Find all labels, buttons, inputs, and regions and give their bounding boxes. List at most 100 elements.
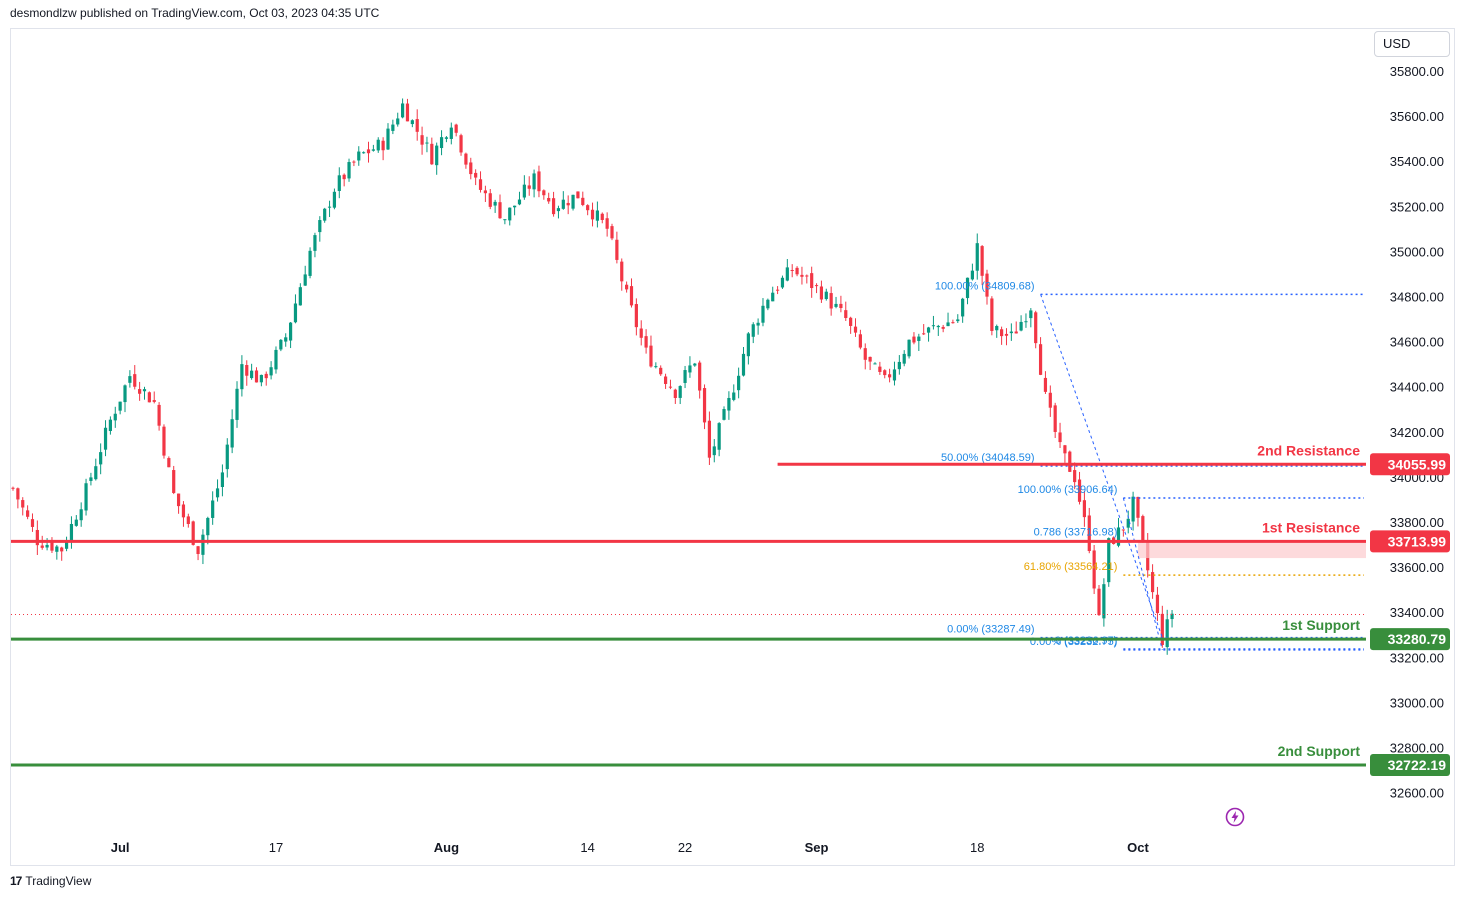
- candle-body: [16, 488, 20, 500]
- price-badge-label: 33280.79: [1388, 631, 1447, 647]
- candle-body: [756, 322, 760, 326]
- price-badge-label: 32722.19: [1388, 757, 1447, 773]
- candle-body: [230, 419, 234, 448]
- candle-body: [902, 353, 906, 364]
- candle-body: [941, 326, 945, 329]
- candle-body: [1136, 496, 1140, 518]
- candle-body: [649, 345, 653, 367]
- candle-body: [513, 205, 517, 208]
- candle-body: [819, 286, 824, 300]
- candle-body: [620, 261, 624, 282]
- candle-body: [40, 545, 44, 548]
- candle-body: [1126, 518, 1130, 528]
- candle-body: [1004, 333, 1009, 336]
- candle-body: [1150, 572, 1155, 593]
- candle-body: [834, 303, 838, 307]
- y-tick-label: 34200.00: [1390, 425, 1444, 440]
- candle-body: [371, 149, 375, 151]
- candle-body: [931, 325, 936, 327]
- candle-body: [493, 201, 497, 206]
- candle-body: [167, 458, 171, 468]
- candle-body: [191, 521, 195, 545]
- candle-body: [474, 172, 478, 178]
- candle-body: [1077, 479, 1082, 502]
- currency-button[interactable]: USD: [1374, 31, 1450, 57]
- candle-body: [849, 317, 853, 326]
- sr-level-name: 2nd Support: [1278, 743, 1361, 759]
- candle-body: [35, 529, 39, 546]
- candle-body: [508, 207, 512, 221]
- sr-level-name: 1st Support: [1282, 617, 1360, 633]
- candle-body: [157, 404, 161, 426]
- candle-body: [965, 277, 970, 299]
- candle-body: [907, 339, 911, 357]
- candle-body: [917, 336, 921, 341]
- candle-body: [108, 419, 112, 431]
- candle-body: [103, 427, 108, 450]
- candle-body: [74, 519, 78, 526]
- candle-body: [405, 103, 410, 122]
- candle-body: [303, 274, 307, 286]
- candle-body: [800, 274, 804, 277]
- lightning-icon[interactable]: [1225, 807, 1245, 827]
- candle-body: [1160, 613, 1164, 646]
- candle-body: [323, 208, 327, 221]
- candle-body: [1131, 496, 1135, 522]
- y-tick-label: 35800.00: [1390, 64, 1444, 79]
- y-tick-label: 33400.00: [1390, 605, 1444, 620]
- candle-body: [766, 299, 770, 309]
- price-badge-label: 34055.99: [1388, 456, 1447, 472]
- candle-body: [537, 171, 541, 192]
- candle-body: [235, 388, 239, 420]
- candle-body: [610, 226, 614, 239]
- candle-body: [293, 303, 298, 323]
- candle-body: [542, 190, 546, 196]
- candle-body: [435, 145, 439, 166]
- candle-body: [478, 179, 483, 190]
- candle-body: [1009, 331, 1013, 334]
- candle-body: [995, 326, 999, 331]
- candle-body: [1000, 329, 1004, 337]
- candle-body: [644, 336, 648, 348]
- candle-body: [245, 365, 249, 376]
- candle-body: [663, 376, 668, 384]
- candle-body: [381, 140, 385, 151]
- candle-body: [844, 310, 848, 319]
- candle-body: [279, 339, 283, 350]
- candle-body: [1053, 405, 1057, 432]
- candle-body: [269, 367, 273, 376]
- candle-body: [795, 267, 799, 275]
- candle-body: [176, 493, 181, 507]
- candle-body: [298, 287, 302, 306]
- candle-body: [1038, 344, 1043, 375]
- tradingview-logo-icon: 17: [10, 874, 22, 888]
- x-tick-label: 18: [970, 840, 984, 855]
- y-tick-label: 33200.00: [1390, 650, 1444, 665]
- candle-body: [1087, 515, 1091, 552]
- candle-body: [547, 197, 551, 202]
- resistance-zone: [1137, 541, 1366, 559]
- candle-body: [459, 135, 463, 153]
- candle-body: [60, 547, 64, 552]
- fib-trend-line: [1040, 294, 1163, 638]
- footer-brand[interactable]: 17 TradingView: [10, 874, 91, 888]
- chart-frame: [10, 28, 1455, 866]
- candle-body: [259, 374, 263, 383]
- candle-body: [147, 392, 151, 403]
- candle-body: [250, 370, 254, 379]
- y-tick-label: 34800.00: [1390, 290, 1444, 305]
- candle-body: [396, 118, 400, 125]
- y-tick-label: 34400.00: [1390, 380, 1444, 395]
- y-tick-label: 33800.00: [1390, 515, 1444, 530]
- candle-body: [751, 324, 755, 337]
- candle-body: [99, 452, 103, 465]
- candle-body: [449, 127, 453, 139]
- candle-body: [922, 333, 926, 335]
- candle-body: [771, 292, 775, 302]
- fib-level-label: 61.80% (33564.21): [1024, 561, 1118, 573]
- candle-body: [639, 328, 643, 338]
- sr-level-name: 1st Resistance: [1262, 519, 1360, 535]
- candle-body: [824, 291, 828, 300]
- candle-body: [1170, 613, 1174, 620]
